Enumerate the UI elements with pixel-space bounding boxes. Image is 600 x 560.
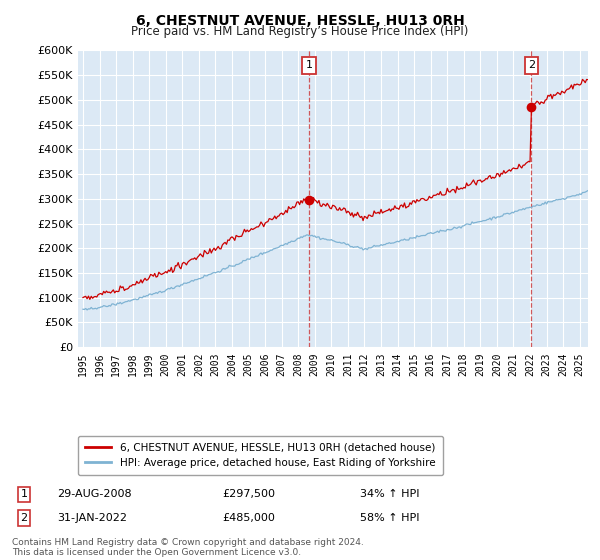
Text: 2: 2 [20,513,28,523]
Text: £297,500: £297,500 [222,489,275,500]
Text: 29-AUG-2008: 29-AUG-2008 [57,489,131,500]
Text: Contains HM Land Registry data © Crown copyright and database right 2024.
This d: Contains HM Land Registry data © Crown c… [12,538,364,557]
Text: 31-JAN-2022: 31-JAN-2022 [57,513,127,523]
Text: Price paid vs. HM Land Registry’s House Price Index (HPI): Price paid vs. HM Land Registry’s House … [131,25,469,38]
Text: 1: 1 [20,489,28,500]
Text: 1: 1 [306,60,313,70]
Text: £485,000: £485,000 [222,513,275,523]
Text: 2: 2 [528,60,535,70]
Text: 34% ↑ HPI: 34% ↑ HPI [360,489,419,500]
Legend: 6, CHESTNUT AVENUE, HESSLE, HU13 0RH (detached house), HPI: Average price, detac: 6, CHESTNUT AVENUE, HESSLE, HU13 0RH (de… [78,436,443,475]
Text: 58% ↑ HPI: 58% ↑ HPI [360,513,419,523]
Text: 6, CHESTNUT AVENUE, HESSLE, HU13 0RH: 6, CHESTNUT AVENUE, HESSLE, HU13 0RH [136,14,464,28]
